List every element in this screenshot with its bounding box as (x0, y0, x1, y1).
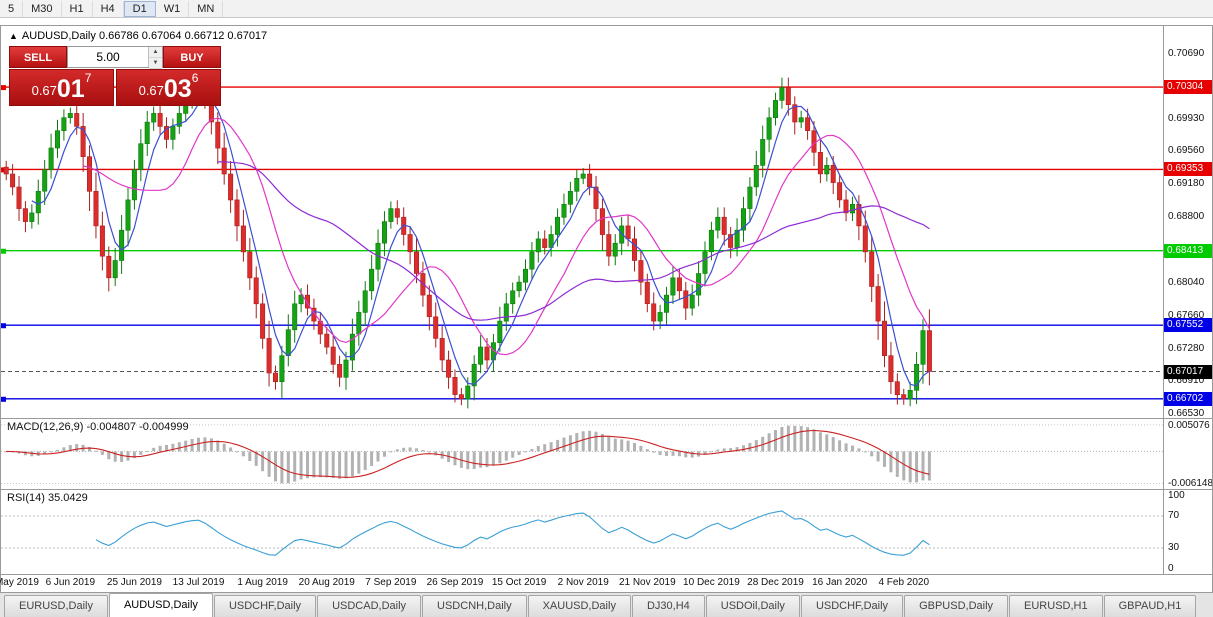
chart-tab[interactable]: GBPAUD,H1 (1103, 595, 1197, 617)
macd-tick: 0.005076 (1168, 420, 1210, 431)
price-tick: 0.68040 (1168, 277, 1205, 288)
date-label: 6 Jun 2019 (45, 577, 96, 588)
chart-tab[interactable]: DJ30,H4 (631, 595, 705, 617)
date-label: 10 Dec 2019 (683, 577, 740, 588)
date-label: 26 Sep 2019 (426, 577, 484, 588)
buy-price-big: 03 (163, 75, 192, 103)
volume-down-icon[interactable]: ▼ (149, 58, 162, 69)
chart-tab[interactable]: XAUUSD,Daily (527, 595, 631, 617)
chart-tab[interactable]: EURUSD,Daily (4, 595, 108, 617)
price-tick: 0.70690 (1168, 47, 1205, 59)
timeframe-button-w1[interactable]: W1 (156, 0, 190, 17)
chart-tab[interactable]: USDOil,Daily (705, 595, 800, 617)
price-tick: 0.69560 (1168, 145, 1205, 157)
macd-pane[interactable]: MACD(12,26,9) -0.004807 -0.004999 0.0050… (1, 419, 1212, 490)
volume-up-icon[interactable]: ▲ (149, 47, 162, 58)
macd-label: MACD(12,26,9) -0.004807 -0.004999 (7, 421, 189, 433)
price-line-badge: 0.66702 (1164, 391, 1212, 406)
chart-tab-bar: EURUSD,Daily AUDUSD,Daily USDCHF,Daily USDC… (0, 593, 1213, 617)
candlestick-chart[interactable] (1, 26, 1163, 418)
price-tick: 0.66530 (1168, 407, 1205, 419)
chart-window: ▲ AUDUSD,Daily 0.66786 0.67064 0.66712 0.… (0, 25, 1213, 593)
timeframe-button-d1[interactable]: D1 (123, 0, 156, 17)
rsi-tick: 100 (1168, 490, 1185, 501)
sell-price-prefix: 0.67 (31, 83, 57, 98)
rsi-axis: 100 70 30 0 (1163, 490, 1212, 574)
timeframe-button-mn[interactable]: MN (189, 0, 224, 17)
sell-price-sup: 7 (84, 71, 92, 85)
buy-price-prefix: 0.67 (138, 83, 164, 98)
date-label: 2 Nov 2019 (557, 577, 609, 588)
timeframe-button-h4[interactable]: H4 (93, 0, 124, 17)
buy-price[interactable]: 0.67 03 6 (116, 69, 221, 106)
date-label: 7 Sep 2019 (365, 577, 417, 588)
chart-ohlc-values: 0.66786 0.67064 0.66712 0.67017 (98, 30, 268, 42)
price-tick: 0.68800 (1168, 211, 1205, 223)
chart-tab[interactable]: GBPUSD,Daily (904, 595, 1009, 617)
chart-tab[interactable]: USDCAD,Daily (317, 595, 422, 617)
price-tick: 0.69180 (1168, 178, 1205, 190)
chart-tab[interactable]: USDCNH,Daily (422, 595, 527, 617)
price-tick: 0.69930 (1168, 113, 1205, 125)
rsi-pane[interactable]: RSI(14) 35.0429 100 70 30 0 (1, 490, 1212, 575)
price-axis[interactable]: 0.706900.703100.699300.695600.691800.688… (1163, 26, 1212, 418)
timeframe-button-h1[interactable]: H1 (62, 0, 93, 17)
rsi-tick: 30 (1168, 542, 1180, 553)
date-axis[interactable]: 18 May 2019 6 Jun 2019 25 Jun 2019 13 Jul 2… (0, 575, 1212, 591)
rsi-tick: 0 (1168, 563, 1174, 574)
timeframe-button-5[interactable]: 5 (0, 0, 24, 17)
timeframe-button-m30[interactable]: M30 (23, 0, 62, 17)
price-tick: 0.67280 (1168, 342, 1205, 354)
price-line-badge: 0.68413 (1164, 243, 1212, 258)
date-label: 16 Jan 2020 (812, 577, 868, 588)
volume-value[interactable]: 5.00 (96, 50, 120, 64)
sell-price[interactable]: 0.67 01 7 (9, 69, 114, 106)
chart-tab[interactable]: USDCHF,Daily (213, 595, 317, 617)
buy-price-sup: 6 (191, 71, 199, 85)
sell-button[interactable]: SELL (9, 46, 67, 68)
rsi-label: RSI(14) 35.0429 (7, 492, 88, 504)
date-label: 18 May 2019 (0, 577, 39, 588)
rsi-tick: 70 (1168, 510, 1180, 521)
price-tick: 0.67660 (1168, 309, 1205, 321)
current-price-badge: 0.67017 (1164, 364, 1212, 379)
main-chart-pane[interactable]: ▲ AUDUSD,Daily 0.66786 0.67064 0.66712 0.… (1, 26, 1212, 419)
one-click-trading-panel: SELL 5.00 ▲ ▼ BUY 0.67 01 7 0.67 03 6 (9, 46, 221, 106)
sell-price-big: 01 (56, 75, 85, 103)
date-label: 28 Dec 2019 (747, 577, 804, 588)
date-label: 15 Oct 2019 (491, 577, 547, 588)
chart-tab[interactable]: EURUSD,H1 (1009, 595, 1103, 617)
price-line-badge: 0.67552 (1164, 318, 1212, 333)
price-tick: 0.66910 (1168, 374, 1205, 386)
date-label: 1 Aug 2019 (237, 577, 288, 588)
macd-axis: 0.005076 -0.006148 (1163, 419, 1212, 489)
volume-stepper[interactable]: 5.00 ▲ ▼ (67, 46, 163, 69)
timeframe-toolbar: 5 M30 H1 H4 D1 W1 MN (0, 0, 1213, 18)
date-label: 20 Aug 2019 (298, 577, 355, 588)
chart-tab[interactable]: USDCHF,Daily (800, 595, 904, 617)
date-label: 13 Jul 2019 (172, 577, 225, 588)
buy-button[interactable]: BUY (163, 46, 221, 68)
macd-chart[interactable] (1, 419, 1163, 489)
one-click-collapse-icon[interactable]: ▲ (9, 31, 18, 41)
date-label: 4 Feb 2020 (878, 577, 930, 588)
chart-title: ▲ AUDUSD,Daily 0.66786 0.67064 0.66712 0.… (9, 30, 267, 42)
date-label: 21 Nov 2019 (618, 577, 676, 588)
price-line-badge: 0.70304 (1164, 80, 1212, 95)
chart-tab[interactable]: AUDUSD,Daily (108, 593, 213, 617)
date-label: 25 Jun 2019 (106, 577, 162, 588)
macd-tick: -0.006148 (1168, 477, 1212, 489)
price-line-badge: 0.69353 (1164, 162, 1212, 177)
rsi-chart[interactable] (1, 490, 1163, 574)
chart-symbol-label: AUDUSD,Daily (21, 30, 96, 42)
